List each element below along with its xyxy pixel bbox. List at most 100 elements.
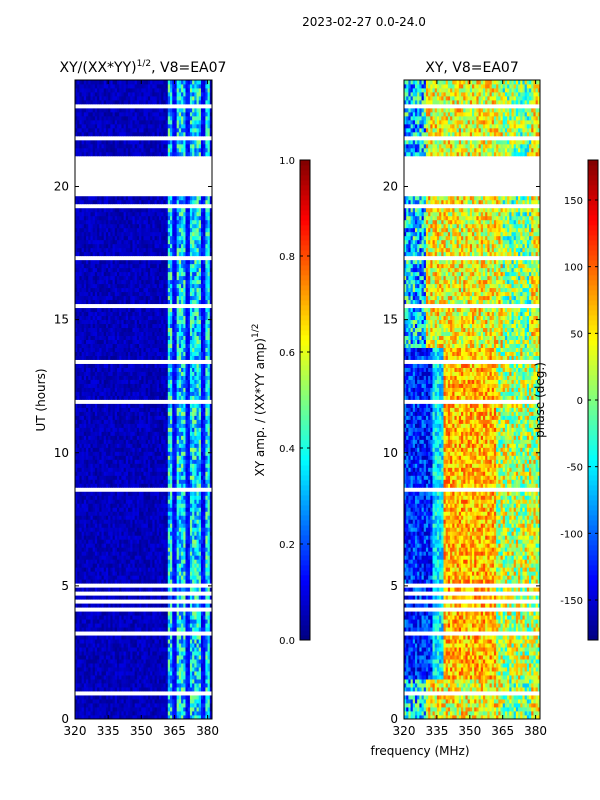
heatmap-cell [165,475,169,480]
heatmap-cell [189,427,193,432]
heatmap-cell [75,711,78,716]
heatmap-cell [192,679,195,684]
heatmap-cell [103,695,107,700]
heatmap-cell [203,499,206,504]
heatmap-cell [154,507,158,512]
heatmap-cell [86,635,89,640]
heatmap-cell [158,511,162,516]
heatmap-cell [99,551,102,556]
heatmap-cell [172,471,175,476]
heatmap-cell [161,539,164,544]
heatmap-cell [92,439,96,444]
heatmap-cell [167,403,171,408]
heatmap-cell [170,683,173,688]
heatmap-cell [83,547,87,552]
heatmap-cell [114,531,118,536]
heatmap-cell [189,627,193,632]
heatmap-cell [130,483,133,488]
heatmap-cell [207,715,211,720]
heatmap-cell [209,683,213,688]
heatmap-cell [116,687,120,692]
heatmap-cell [136,367,140,372]
heatmap-cell [114,555,118,560]
heatmap-cell [198,411,202,416]
heatmap-cell [203,651,206,656]
heatmap-cell [143,467,147,472]
heatmap-cell [183,451,186,456]
heatmap-cell [185,663,189,668]
heatmap-cell [128,503,131,508]
heatmap-cell [152,651,155,656]
heatmap-cell [125,483,129,488]
heatmap-cell [189,379,193,384]
heatmap-cell [174,655,178,660]
heatmap-cell [174,575,178,580]
heatmap-cell [92,523,96,528]
heatmap-cell [172,527,175,532]
heatmap-cell [198,679,202,684]
heatmap-cell [97,707,100,712]
heatmap-cell [150,679,153,684]
heatmap-cell [123,451,127,456]
heatmap-cell [147,467,151,472]
heatmap-cell [90,463,94,468]
heatmap-cell [178,663,182,668]
heatmap-cell [90,651,94,656]
heatmap-cell [119,479,122,484]
heatmap-cell [200,571,204,576]
heatmap-cell [141,679,144,684]
heatmap-cell [183,491,186,496]
heatmap-cell [196,563,200,568]
heatmap-cell [128,635,131,640]
heatmap-cell [200,567,204,572]
heatmap-cell [185,655,189,660]
heatmap-cell [139,703,142,708]
heatmap-cell [176,551,180,556]
heatmap-cell [92,459,96,464]
heatmap-cell [108,663,111,668]
heatmap-cell [209,659,213,664]
heatmap-cell [121,411,125,416]
heatmap-cell [116,459,120,464]
heatmap-cell [114,507,118,512]
heatmap-cell [92,531,96,536]
heatmap-cell [83,379,87,384]
heatmap-cell [192,479,195,484]
heatmap-cell [181,679,184,684]
heatmap-cell [103,471,107,476]
heatmap-cell [156,403,160,408]
heatmap-cell [194,519,197,524]
heatmap-cell [119,419,122,424]
heatmap-cell [189,679,193,684]
heatmap-cell [88,395,91,400]
heatmap-cell [75,463,78,468]
heatmap-cell [130,627,133,632]
heatmap-cell [158,527,162,532]
heatmap-cell [88,507,91,512]
heatmap-cell [152,407,155,412]
heatmap-cell [163,703,166,708]
heatmap-cell [105,447,109,452]
heatmap-cell [200,379,204,384]
heatmap-cell [94,507,98,512]
heatmap-cell [176,463,180,468]
heatmap-cell [207,635,211,640]
heatmap-cell [174,415,178,420]
heatmap-cell [132,483,136,488]
heatmap-cell [156,527,160,532]
heatmap-cell [123,383,127,388]
heatmap-cell [125,463,129,468]
heatmap-cell [130,463,133,468]
heatmap-cell [86,647,89,652]
heatmap-cell [86,379,89,384]
heatmap-cell [181,703,184,708]
heatmap-cell [143,527,147,532]
heatmap-cell [77,467,80,472]
heatmap-cell [136,375,140,380]
heatmap-cell [161,447,164,452]
heatmap-cell [194,471,197,476]
heatmap-cell [158,391,162,396]
heatmap-cell [187,435,191,440]
heatmap-cell [165,435,169,440]
heatmap-cell [147,387,151,392]
